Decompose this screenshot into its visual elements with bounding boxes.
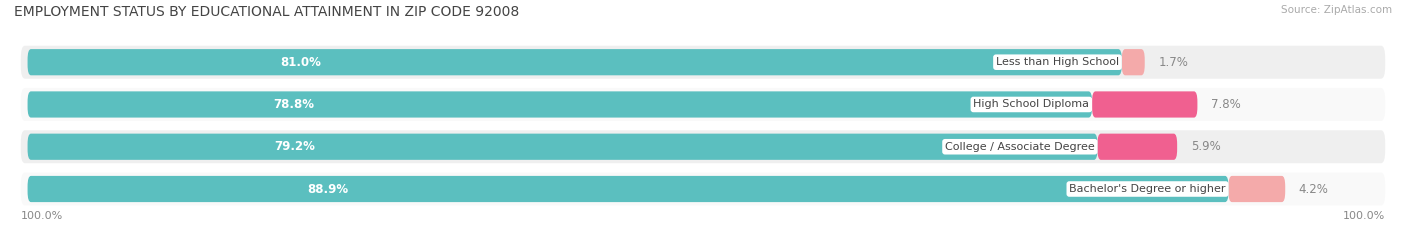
FancyBboxPatch shape: [28, 91, 1092, 118]
Text: 79.2%: 79.2%: [274, 140, 315, 153]
Text: 81.0%: 81.0%: [281, 56, 322, 69]
Text: 7.8%: 7.8%: [1211, 98, 1240, 111]
Text: 100.0%: 100.0%: [1343, 211, 1385, 221]
Text: 4.2%: 4.2%: [1299, 182, 1329, 195]
Text: High School Diploma: High School Diploma: [973, 99, 1090, 110]
Text: EMPLOYMENT STATUS BY EDUCATIONAL ATTAINMENT IN ZIP CODE 92008: EMPLOYMENT STATUS BY EDUCATIONAL ATTAINM…: [14, 5, 519, 19]
Text: College / Associate Degree: College / Associate Degree: [945, 142, 1095, 152]
Text: Less than High School: Less than High School: [995, 57, 1119, 67]
Text: 88.9%: 88.9%: [308, 182, 349, 195]
Text: 5.9%: 5.9%: [1191, 140, 1220, 153]
FancyBboxPatch shape: [1098, 134, 1177, 160]
FancyBboxPatch shape: [1229, 176, 1285, 202]
Text: Source: ZipAtlas.com: Source: ZipAtlas.com: [1281, 5, 1392, 15]
FancyBboxPatch shape: [21, 172, 1385, 206]
FancyBboxPatch shape: [1122, 49, 1144, 75]
FancyBboxPatch shape: [28, 49, 1122, 75]
Text: 100.0%: 100.0%: [21, 211, 63, 221]
FancyBboxPatch shape: [21, 130, 1385, 163]
Text: Bachelor's Degree or higher: Bachelor's Degree or higher: [1070, 184, 1226, 194]
FancyBboxPatch shape: [28, 134, 1098, 160]
Text: 1.7%: 1.7%: [1159, 56, 1188, 69]
FancyBboxPatch shape: [21, 46, 1385, 79]
FancyBboxPatch shape: [21, 88, 1385, 121]
Text: 78.8%: 78.8%: [273, 98, 314, 111]
FancyBboxPatch shape: [28, 176, 1229, 202]
FancyBboxPatch shape: [1092, 91, 1198, 118]
